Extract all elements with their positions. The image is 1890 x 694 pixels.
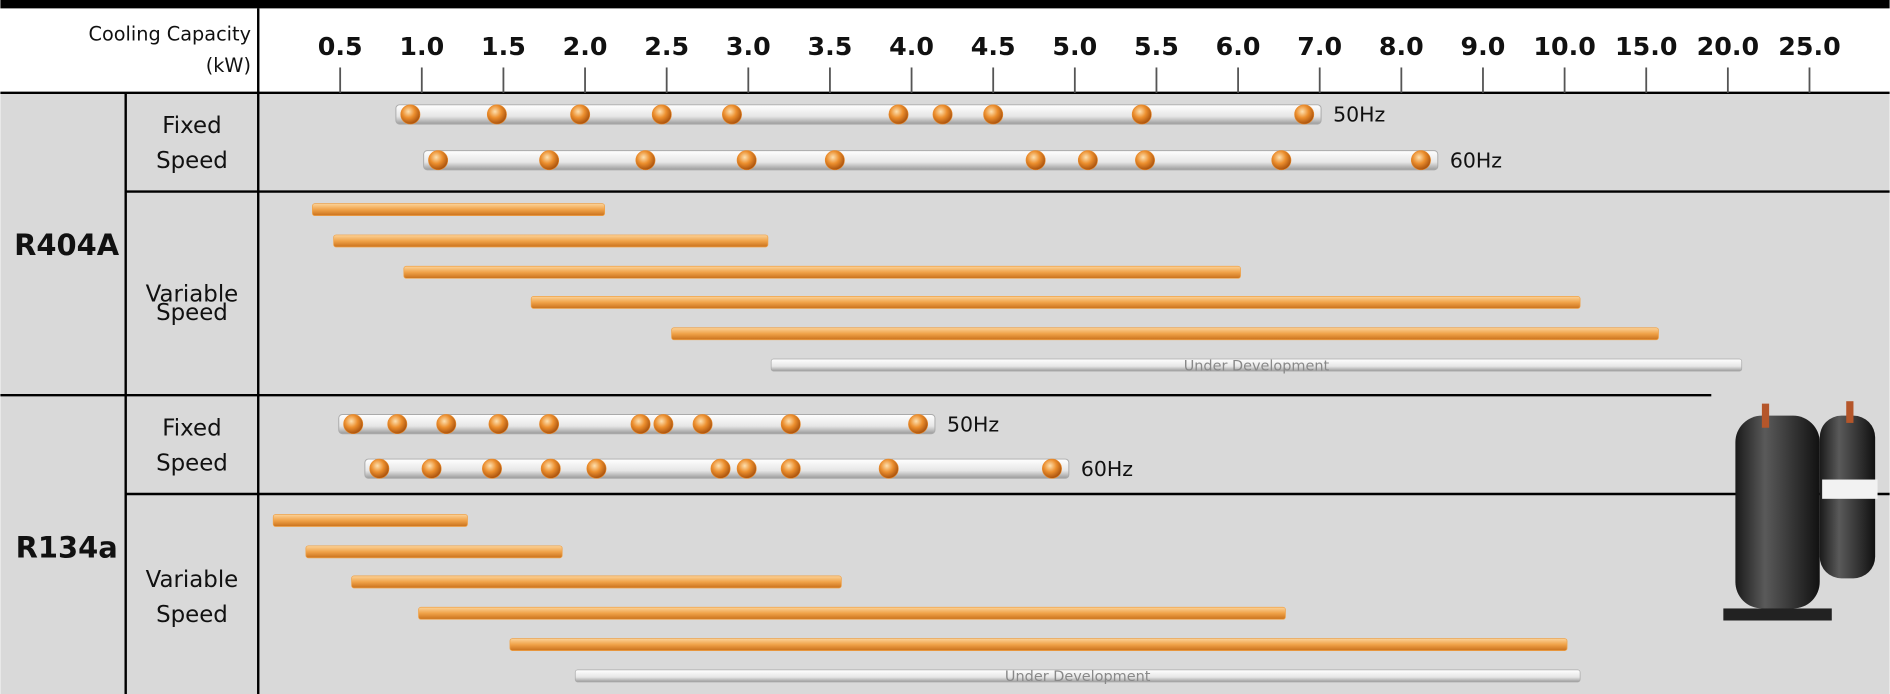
- dot: [1271, 150, 1292, 171]
- dot: [400, 104, 421, 125]
- range-bar: [403, 265, 1241, 279]
- dot: [630, 414, 651, 435]
- dot: [651, 104, 672, 125]
- top-bar: [0, 0, 1890, 9]
- dot: [369, 458, 390, 479]
- range-bar: [509, 638, 1568, 651]
- range-bar: [312, 203, 606, 217]
- dot: [635, 150, 656, 171]
- x-tick-label: 9.0: [1461, 32, 1506, 61]
- x-tick-label: 2.0: [563, 32, 608, 61]
- range-bar: [333, 234, 769, 248]
- compressor-icon: [1723, 401, 1878, 621]
- x-tick-label: 0.5: [318, 32, 363, 61]
- x-tick-label: 5.0: [1052, 32, 1097, 61]
- dot: [1410, 150, 1431, 171]
- x-tick-label: 15.0: [1615, 32, 1677, 61]
- dot: [1042, 458, 1062, 479]
- dot: [539, 414, 560, 435]
- axis-title: Cooling Capacity: [89, 22, 252, 45]
- dot: [387, 414, 408, 435]
- dot: [653, 414, 674, 435]
- dot: [780, 458, 801, 479]
- group-label: R134a: [16, 530, 118, 564]
- dot: [570, 104, 591, 125]
- row-label: Fixed: [162, 113, 221, 139]
- dot: [780, 414, 801, 435]
- dev-bar: [770, 358, 1743, 372]
- group-label: R404A: [14, 228, 120, 262]
- legend-label: 50Hz: [947, 412, 999, 436]
- dev-label: Under Development: [1184, 358, 1330, 374]
- dev-label: Under Development: [1005, 669, 1151, 685]
- dot: [1077, 150, 1098, 171]
- dot: [428, 150, 449, 171]
- range-bar: [351, 575, 842, 589]
- dot: [421, 458, 442, 479]
- range-bar: [418, 606, 1286, 620]
- x-tick-label: 6.0: [1216, 32, 1261, 61]
- x-tick-label: 8.0: [1379, 32, 1424, 61]
- x-tick-label: 4.0: [889, 32, 934, 61]
- dot: [692, 414, 713, 435]
- plot: 0.5 1.0 1.5 2.0 2.5 3.0 3.5 4.0 4.5 5.0 5.5 6.0 7.0 8…: [14, 32, 1841, 685]
- row-label: Fixed: [162, 415, 221, 441]
- dot: [1131, 104, 1152, 125]
- row-label: Speed: [156, 300, 228, 326]
- dot: [539, 150, 560, 171]
- header: [0, 8, 1890, 93]
- dot: [888, 104, 909, 125]
- range-bar: [530, 296, 1581, 309]
- dot: [540, 458, 561, 479]
- legend-label: 60Hz: [1081, 457, 1133, 481]
- x-tick-label: 3.0: [726, 32, 771, 61]
- dot: [1294, 104, 1315, 125]
- dot: [824, 150, 845, 171]
- row-label: Variable: [146, 282, 239, 308]
- axis-unit: (kW): [206, 54, 251, 77]
- x-tick-label: 7.0: [1297, 32, 1342, 61]
- x-tick-label: 25.0: [1778, 32, 1840, 61]
- range-bar: [305, 545, 563, 559]
- range-bar: [272, 514, 468, 527]
- dot: [1025, 150, 1046, 171]
- dot: [736, 150, 757, 171]
- dot: [710, 458, 731, 479]
- x-tick-label: 1.5: [481, 32, 526, 61]
- x-tick-label: 20.0: [1697, 32, 1759, 61]
- dot: [1135, 150, 1155, 171]
- dot: [983, 104, 1004, 125]
- x-tick-label: 5.5: [1134, 32, 1179, 61]
- legend-label: 50Hz: [1333, 103, 1385, 127]
- x-tick-label: 4.5: [971, 32, 1016, 61]
- x-tick-label: 2.5: [644, 32, 689, 61]
- dot: [878, 458, 899, 479]
- legend-label: 60Hz: [1450, 148, 1502, 172]
- track: [395, 104, 1322, 125]
- dot: [736, 458, 757, 479]
- row-label: Speed: [156, 602, 228, 628]
- row-label: Speed: [156, 148, 228, 174]
- track: [423, 150, 1439, 171]
- row-label: Speed: [156, 450, 228, 476]
- x-tick-label: 3.5: [808, 32, 853, 61]
- dot: [586, 458, 607, 479]
- dev-bar: [574, 669, 1581, 683]
- dot: [482, 458, 502, 479]
- row-label: Variable: [146, 567, 239, 593]
- grid-borders: [0, 8, 1890, 694]
- x-tick-label: 10.0: [1533, 32, 1595, 61]
- dot: [436, 414, 457, 435]
- body-bg: [0, 92, 1890, 694]
- dot: [908, 414, 929, 435]
- dot: [488, 414, 509, 435]
- dot: [932, 104, 953, 125]
- range-bar: [671, 327, 1659, 341]
- x-tick-label: 1.0: [399, 32, 444, 61]
- dot: [722, 104, 742, 125]
- dot: [486, 104, 507, 125]
- dot: [343, 414, 364, 435]
